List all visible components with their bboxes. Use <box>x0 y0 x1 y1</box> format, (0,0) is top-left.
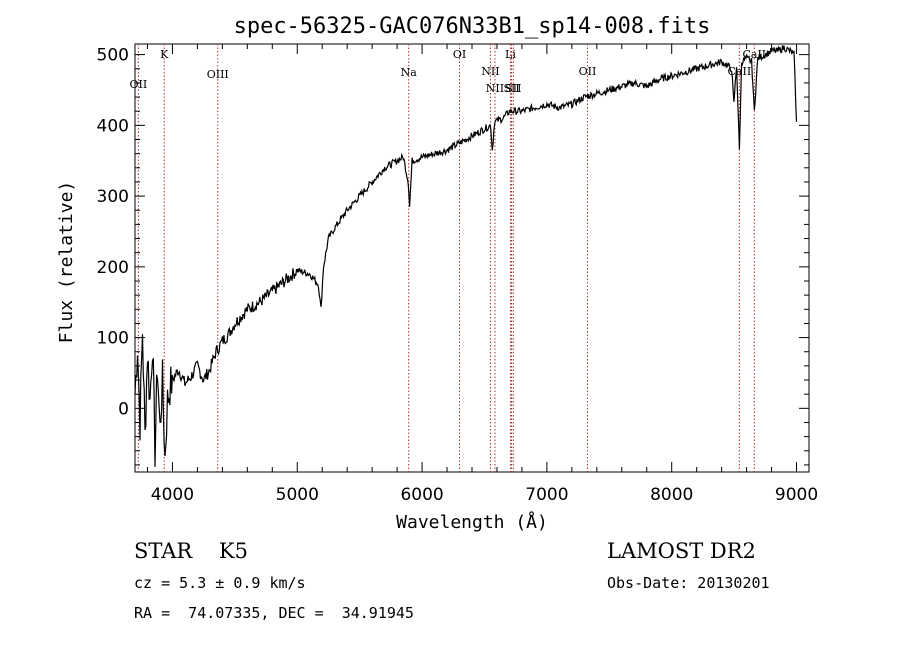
line-label: SII <box>503 82 519 95</box>
x-tick-label: 8000 <box>650 485 693 505</box>
coordinates-label: RA = 74.07335, DEC = 34.91945 <box>134 604 414 622</box>
x-axis-label: Wavelength (Å) <box>396 511 548 533</box>
line-label: NII <box>481 65 499 78</box>
x-tick-label: 4000 <box>151 485 194 505</box>
x-tick-label: 9000 <box>775 485 818 505</box>
y-axis-label: Flux (relative) <box>56 181 77 344</box>
line-label: OII <box>130 78 148 91</box>
y-axis-ticks: 0 100 200 300 400 500 <box>97 46 809 466</box>
line-label: K <box>160 48 169 61</box>
x-tick-label: 7000 <box>525 485 568 505</box>
y-tick-label: 200 <box>97 258 129 278</box>
obs-date-label: Obs-Date: 20130201 <box>607 574 770 592</box>
x-tick-label: 6000 <box>400 485 443 505</box>
line-label: Li <box>505 48 516 61</box>
redshift-label: cz = 5.3 ± 0.9 km/s <box>134 574 306 592</box>
line-label: Na <box>401 66 418 79</box>
survey-label: LAMOST DR2 <box>607 539 756 563</box>
plot-frame <box>134 43 810 473</box>
line-label: NII <box>486 82 504 95</box>
y-tick-label: 300 <box>97 187 129 207</box>
line-label: OIII <box>207 68 229 81</box>
y-tick-label: 400 <box>97 116 129 136</box>
line-label: SII <box>505 82 521 95</box>
y-tick-label: 500 <box>97 46 129 66</box>
classification-label: STAR K5 <box>134 539 248 563</box>
x-tick-label: 5000 <box>276 485 319 505</box>
line-label: CaII <box>728 65 752 78</box>
y-tick-label: 0 <box>118 399 129 419</box>
y-tick-label: 100 <box>97 329 129 349</box>
x-axis-ticks: 4000 5000 6000 7000 8000 9000 <box>146 44 818 505</box>
line-label: OII <box>579 65 597 78</box>
flux-series-line <box>134 45 798 467</box>
line-label: OI <box>453 48 466 61</box>
chart-title: spec-56325-GAC076N33B1_sp14-008.fits <box>234 14 711 39</box>
